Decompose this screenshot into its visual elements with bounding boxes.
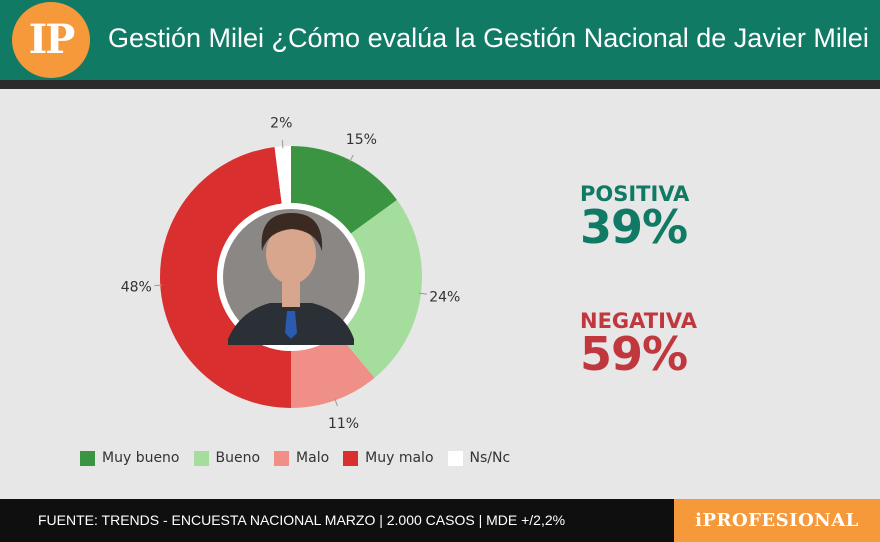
legend-item-ns-nc: Ns/Nc bbox=[447, 450, 511, 466]
positive-summary: POSITIVA 39% bbox=[580, 182, 689, 250]
leader-line-muy-malo bbox=[154, 284, 163, 287]
center-portrait bbox=[217, 203, 365, 351]
brand-logo: iPROFESIONAL bbox=[674, 499, 880, 542]
legend-label: Muy bueno bbox=[102, 450, 180, 466]
legend-label: Bueno bbox=[215, 450, 261, 466]
legend-item-malo: Malo bbox=[274, 450, 329, 466]
legend-item-muy-bueno: Muy bueno bbox=[80, 450, 180, 466]
data-label-bueno: 24% bbox=[429, 289, 460, 305]
legend-swatch bbox=[447, 450, 463, 466]
logo: IP bbox=[12, 2, 90, 78]
header-bar: IP Gestión Milei ¿Cómo evalúa la Gestión… bbox=[0, 0, 880, 80]
legend-label: Ns/Nc bbox=[469, 450, 511, 466]
slice-bueno bbox=[338, 200, 422, 378]
legend-label: Muy malo bbox=[365, 450, 434, 466]
leader-line-malo bbox=[334, 398, 338, 407]
negative-summary: NEGATIVA 59% bbox=[580, 309, 697, 377]
slice-muy-bueno bbox=[291, 146, 397, 234]
data-label-muy-malo: 48% bbox=[121, 280, 152, 296]
slice-muy-malo bbox=[159, 147, 291, 409]
positive-value: 39% bbox=[580, 200, 688, 254]
legend-item-muy-malo: Muy malo bbox=[343, 450, 434, 466]
negative-label: NEGATIVA bbox=[580, 309, 697, 333]
slice-ns-nc bbox=[274, 146, 291, 204]
legend-swatch bbox=[274, 450, 290, 466]
source-note: FUENTE: TRENDS - ENCUESTA NACIONAL MARZO… bbox=[38, 512, 566, 528]
leader-line-muy-bueno bbox=[349, 154, 354, 163]
legend-swatch bbox=[193, 450, 209, 466]
legend-label: Malo bbox=[296, 450, 330, 466]
chart-legend: Muy bueno Bueno Malo Muy malo Ns/Nc bbox=[80, 450, 524, 466]
chart-title: Gestión Milei ¿Cómo evalúa la Gestión Na… bbox=[108, 23, 869, 53]
leader-line-bueno bbox=[418, 292, 427, 295]
slice-malo bbox=[291, 334, 375, 408]
data-label-muy-bueno: 15% bbox=[346, 132, 377, 148]
negative-value: 59% bbox=[580, 327, 688, 381]
data-label-malo: 11% bbox=[328, 416, 359, 432]
donut-chart: 15% 24% 11% 48% 2% bbox=[121, 115, 461, 432]
legend-item-bueno: Bueno bbox=[193, 450, 261, 466]
legend-swatch bbox=[343, 450, 359, 466]
legend-swatch bbox=[80, 450, 95, 466]
data-label-ns-nc: 2% bbox=[270, 115, 292, 131]
footer-bar: FUENTE: TRENDS - ENCUESTA NACIONAL MARZO… bbox=[0, 499, 880, 542]
positive-label: POSITIVA bbox=[580, 182, 690, 206]
leader-line-ns-nc bbox=[281, 140, 284, 149]
header-divider bbox=[0, 80, 880, 89]
